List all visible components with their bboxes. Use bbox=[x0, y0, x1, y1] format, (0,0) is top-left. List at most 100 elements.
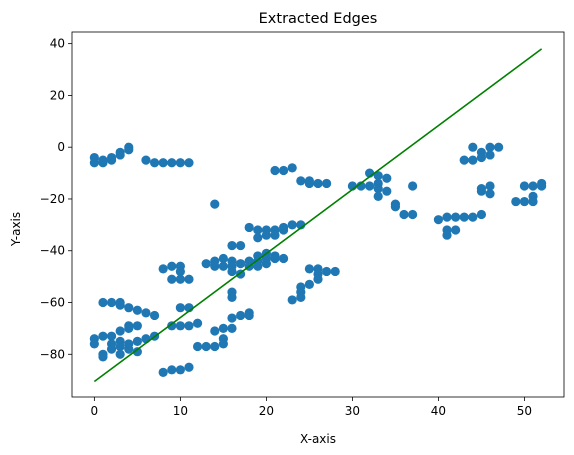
scatter-point bbox=[477, 210, 486, 219]
scatter-point bbox=[219, 324, 228, 333]
scatter-point bbox=[399, 210, 408, 219]
y-tick-label: 0 bbox=[57, 140, 65, 154]
scatter-point bbox=[184, 321, 193, 330]
scatter-point bbox=[442, 231, 451, 240]
scatter-point bbox=[210, 326, 219, 335]
scatter-point bbox=[468, 156, 477, 165]
y-tick-label: −20 bbox=[40, 192, 65, 206]
scatter-point bbox=[288, 220, 297, 229]
scatter-point bbox=[107, 345, 116, 354]
scatter-point bbox=[279, 166, 288, 175]
x-tick-label: 40 bbox=[431, 404, 446, 418]
scatter-point bbox=[193, 319, 202, 328]
scatter-point bbox=[408, 210, 417, 219]
scatter-point bbox=[116, 301, 125, 310]
scatter-point bbox=[331, 267, 340, 276]
scatter-point bbox=[236, 241, 245, 250]
scatter-point bbox=[176, 158, 185, 167]
scatter-point bbox=[477, 153, 486, 162]
scatter-point bbox=[305, 264, 314, 273]
y-tick-label: −40 bbox=[40, 244, 65, 258]
scatter-point bbox=[116, 150, 125, 159]
scatter-point bbox=[98, 158, 107, 167]
scatter-point bbox=[520, 181, 529, 190]
scatter-point bbox=[451, 212, 460, 221]
scatter-point bbox=[184, 363, 193, 372]
scatter-point bbox=[451, 225, 460, 234]
scatter-point bbox=[124, 345, 133, 354]
scatter-point bbox=[176, 321, 185, 330]
scatter-point bbox=[90, 158, 99, 167]
scatter-point bbox=[227, 241, 236, 250]
y-axis-label: Y-axis bbox=[9, 212, 23, 247]
scatter-point bbox=[382, 174, 391, 183]
scatter-point bbox=[511, 197, 520, 206]
scatter-point bbox=[150, 311, 159, 320]
scatter-point bbox=[391, 202, 400, 211]
scatter-point bbox=[202, 342, 211, 351]
scatter-point bbox=[141, 334, 150, 343]
scatter-point bbox=[176, 275, 185, 284]
scatter-point bbox=[159, 368, 168, 377]
x-tick-label: 10 bbox=[173, 404, 188, 418]
scatter-point bbox=[176, 365, 185, 374]
scatter-point bbox=[193, 342, 202, 351]
scatter-point bbox=[485, 189, 494, 198]
y-tick-label: −80 bbox=[40, 347, 65, 361]
scatter-point bbox=[374, 192, 383, 201]
scatter-point bbox=[468, 143, 477, 152]
scatter-point bbox=[133, 321, 142, 330]
scatter-point bbox=[90, 339, 99, 348]
x-axis-ticks: 0 10 20 30 40 50 bbox=[91, 397, 533, 418]
scatter-point bbox=[520, 197, 529, 206]
scatter-point bbox=[382, 187, 391, 196]
scatter-point bbox=[159, 158, 168, 167]
scatter-point bbox=[528, 181, 537, 190]
scatter-point bbox=[150, 158, 159, 167]
scatter-point bbox=[322, 179, 331, 188]
y-tick-label: 20 bbox=[50, 88, 65, 102]
scatter-point bbox=[305, 280, 314, 289]
scatter-point bbox=[107, 156, 116, 165]
scatter-point bbox=[279, 225, 288, 234]
scatter-point bbox=[159, 264, 168, 273]
y-tick-label: 40 bbox=[50, 37, 65, 51]
scatter-point bbox=[322, 267, 331, 276]
scatter-point bbox=[494, 143, 503, 152]
y-axis-ticks: −80 −60 −40 −20 0 20 40 bbox=[40, 37, 72, 362]
scatter-point bbox=[537, 181, 546, 190]
scatter-point bbox=[227, 313, 236, 322]
scatter-point bbox=[262, 231, 271, 240]
scatter-point bbox=[270, 254, 279, 263]
scatter-point bbox=[236, 259, 245, 268]
scatter-point bbox=[141, 308, 150, 317]
scatter-point bbox=[460, 156, 469, 165]
scatter-point bbox=[313, 275, 322, 284]
y-tick-label: −60 bbox=[40, 296, 65, 310]
scatter-point bbox=[116, 350, 125, 359]
scatter-point bbox=[133, 337, 142, 346]
scatter-point bbox=[227, 324, 236, 333]
scatter-point bbox=[279, 254, 288, 263]
scatter-point bbox=[296, 293, 305, 302]
scatter-point bbox=[219, 262, 228, 271]
x-tick-label: 0 bbox=[91, 404, 99, 418]
scatter-point bbox=[210, 342, 219, 351]
scatter-point bbox=[434, 215, 443, 224]
scatter-point bbox=[313, 179, 322, 188]
scatter-point bbox=[245, 311, 254, 320]
scatter-point bbox=[184, 158, 193, 167]
scatter-point bbox=[288, 163, 297, 172]
scatter-point bbox=[227, 293, 236, 302]
scatter-point bbox=[477, 187, 486, 196]
scatter-point bbox=[167, 158, 176, 167]
scatter-point bbox=[236, 311, 245, 320]
scatter-point bbox=[408, 181, 417, 190]
scatter-point bbox=[485, 150, 494, 159]
scatter-point bbox=[270, 166, 279, 175]
scatter-point bbox=[365, 181, 374, 190]
scatter-point bbox=[124, 324, 133, 333]
scatter-point bbox=[270, 231, 279, 240]
scatter-point bbox=[442, 212, 451, 221]
scatter-point bbox=[227, 267, 236, 276]
